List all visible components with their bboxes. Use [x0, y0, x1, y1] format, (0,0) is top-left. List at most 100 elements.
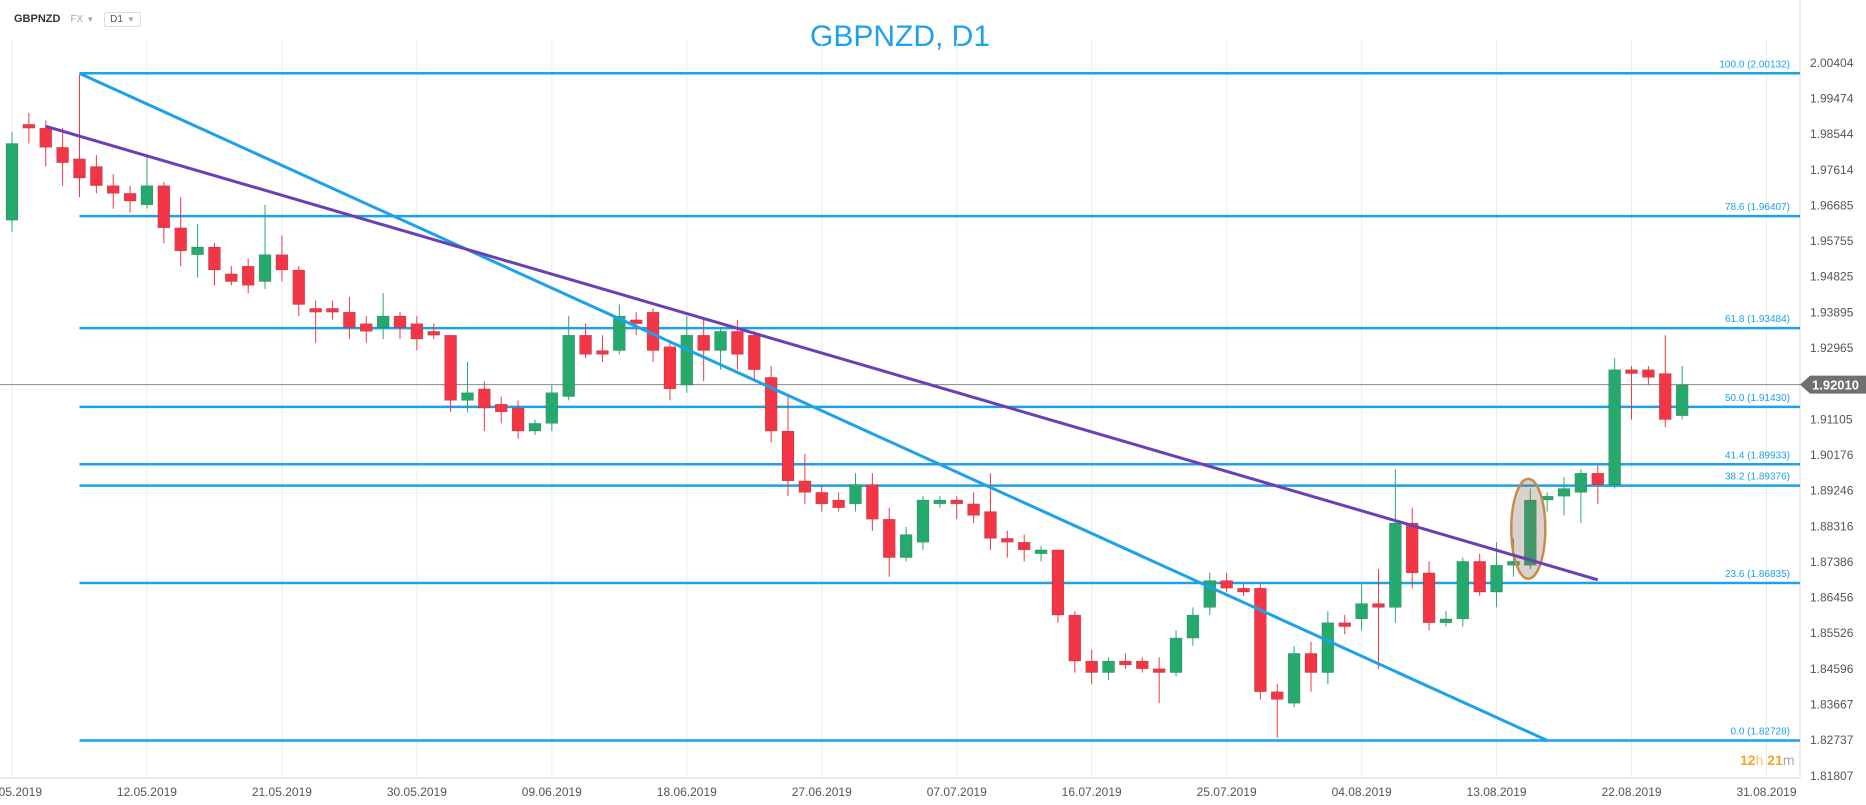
chart-title: GBPNZD, D1 [809, 20, 991, 53]
y-tick-label: 1.83667 [1810, 698, 1854, 712]
y-tick-label: 1.85526 [1810, 626, 1854, 640]
bearish-candle [1220, 580, 1233, 589]
fib-level-label: 0.0 (1.82728) [1731, 727, 1791, 738]
bullish-candle [258, 254, 272, 282]
bearish-candle [410, 323, 424, 340]
x-tick-label: 27.06.2019 [792, 785, 852, 799]
bullish-candle [1439, 618, 1453, 623]
bearish-candle [764, 377, 778, 432]
y-tick-label: 1.87386 [1810, 555, 1854, 569]
bullish-candle [562, 334, 575, 397]
bearish-candle [106, 185, 120, 194]
symbol-label[interactable]: GBPNZD [14, 13, 61, 25]
bullish-candle [1186, 614, 1200, 639]
bullish-candle [5, 143, 19, 221]
y-tick-label: 1.88316 [1810, 519, 1854, 533]
x-tick-label: 18.06.2019 [657, 785, 717, 799]
bearish-candle [815, 492, 829, 505]
y-tick-label: 1.81807 [1810, 769, 1854, 783]
bearish-candle [967, 503, 980, 516]
bearish-candle [22, 124, 36, 129]
bullish-candle [1490, 564, 1503, 593]
y-tick-label: 1.86456 [1810, 591, 1854, 605]
bearish-candle [309, 308, 322, 313]
x-tick-label: 25.07.2019 [1197, 785, 1257, 799]
y-tick-label: 1.90176 [1810, 448, 1854, 462]
bearish-candle [1051, 549, 1065, 616]
timeframe-label: D1 [110, 13, 123, 25]
bearish-candle [343, 311, 356, 328]
y-tick-label: 2.00404 [1810, 56, 1854, 70]
bearish-candle [1625, 369, 1638, 374]
x-tick-label: 13.08.2019 [1467, 785, 1527, 799]
bearish-candle [1068, 614, 1082, 662]
bearish-candle [208, 246, 221, 271]
market-selector[interactable]: FX ▼ [70, 14, 94, 25]
bearish-candle [697, 334, 710, 351]
bearish-candle [275, 254, 289, 271]
bearish-candle [748, 334, 761, 370]
x-tick-label: 09.06.2019 [522, 785, 582, 799]
fib-level-label: 50.0 (1.91430) [1725, 393, 1790, 404]
fib-level-label: 78.6 (1.96407) [1725, 202, 1790, 213]
y-tick-label: 1.91105 [1810, 412, 1853, 426]
bearish-candle [1237, 587, 1250, 593]
x-tick-label: 22.08.2019 [1601, 785, 1661, 799]
bearish-candle [444, 334, 457, 401]
bearish-candle [393, 315, 407, 328]
x-tick-label: 21.05.2019 [252, 785, 312, 799]
bearish-candle [629, 319, 643, 324]
bearish-candle [478, 388, 491, 409]
bullish-candle [1102, 660, 1115, 673]
bullish-candle [545, 392, 559, 424]
y-tick-label: 1.98544 [1810, 127, 1854, 141]
bullish-candle [933, 499, 947, 505]
bearish-candle [731, 331, 744, 355]
market-label: FX [70, 13, 84, 25]
bullish-candle [1321, 622, 1335, 673]
bearish-candle [950, 499, 963, 505]
fib-level-label: 38.2 (1.89376) [1725, 472, 1790, 483]
bearish-candle [494, 403, 508, 413]
y-tick-label: 1.93895 [1810, 305, 1854, 319]
bullish-candle [899, 534, 913, 558]
bearish-candle [882, 518, 896, 558]
bullish-candle [1389, 522, 1402, 608]
x-tick-label: 07.07.2019 [927, 785, 987, 799]
chevron-down-icon: ▼ [126, 14, 135, 24]
timeframe-selector[interactable]: D1 ▼ [104, 11, 141, 27]
x-tick-label: 30.05.2019 [387, 785, 447, 799]
bearish-candle [225, 273, 238, 282]
bearish-candle [1591, 472, 1605, 485]
highlight-ellipse [1510, 477, 1547, 580]
bearish-candle [1473, 561, 1486, 593]
bearish-candle [1254, 587, 1267, 692]
bullish-candle [680, 334, 694, 386]
bearish-candle [123, 193, 137, 202]
countdown-hours-unit: h [1755, 752, 1764, 768]
y-tick-label: 1.82737 [1810, 733, 1854, 747]
bullish-candle [613, 315, 626, 351]
y-tick-label: 1.96685 [1810, 198, 1854, 212]
bearish-candle [1642, 369, 1655, 378]
bearish-candle [798, 480, 812, 493]
trendline-purple [45, 124, 1599, 582]
y-tick-label: 1.99474 [1810, 92, 1854, 106]
bearish-candle [73, 158, 86, 179]
bearish-candle [832, 499, 845, 508]
bearish-candle [292, 269, 306, 305]
bullish-candle [1524, 499, 1537, 566]
fib-level-label: 23.6 (1.86835) [1725, 569, 1790, 580]
bearish-candle [1271, 691, 1284, 700]
bearish-candle [1405, 522, 1419, 574]
bullish-candle [849, 484, 862, 505]
bearish-candle [866, 484, 879, 520]
bullish-candle [1507, 561, 1520, 566]
fib-level-label: 100.0 (2.00132) [1719, 59, 1790, 70]
y-tick-label: 1.95755 [1810, 234, 1854, 248]
bullish-candle [1557, 488, 1571, 497]
toolbar: GBPNZD FX ▼ D1 ▼ [0, 0, 141, 38]
bullish-candle [140, 185, 154, 206]
bearish-candle [1422, 572, 1436, 623]
